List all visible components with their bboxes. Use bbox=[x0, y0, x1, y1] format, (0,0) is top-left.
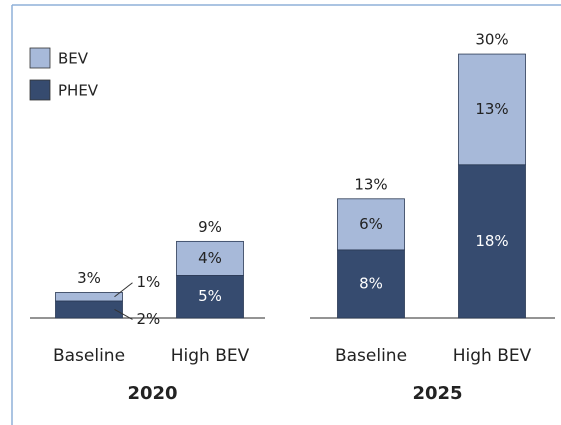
total-label: 13% bbox=[354, 175, 387, 193]
segment-label: 18% bbox=[475, 232, 508, 250]
category-label: High BEV bbox=[453, 346, 532, 366]
bar-segment bbox=[55, 300, 123, 319]
leader-line bbox=[114, 309, 133, 320]
category-label: Baseline bbox=[53, 346, 125, 366]
total-label: 3% bbox=[77, 269, 101, 287]
legend-swatch bbox=[29, 47, 51, 69]
bar-segment bbox=[337, 198, 405, 251]
total-label: 9% bbox=[198, 218, 222, 236]
segment-label: 13% bbox=[475, 100, 508, 118]
group-label: 2020 bbox=[127, 383, 177, 404]
bar-segment bbox=[55, 292, 123, 302]
bar-segment bbox=[458, 53, 526, 166]
bar-segment bbox=[176, 275, 244, 319]
segment-label: 4% bbox=[198, 249, 222, 267]
segment-label: 2% bbox=[137, 310, 161, 328]
bar-segment bbox=[176, 240, 244, 276]
segment-label: 8% bbox=[359, 274, 383, 292]
legend-label: BEV bbox=[58, 50, 89, 68]
group-label: 2025 bbox=[412, 383, 462, 404]
category-label: High BEV bbox=[171, 346, 250, 366]
segment-label: 5% bbox=[198, 287, 222, 305]
category-label: Baseline bbox=[335, 346, 407, 366]
segment-label: 1% bbox=[137, 273, 161, 291]
legend-swatch bbox=[29, 79, 51, 101]
leader-line bbox=[114, 282, 133, 298]
total-label: 30% bbox=[475, 31, 508, 49]
legend-label: PHEV bbox=[58, 82, 99, 100]
segment-label: 6% bbox=[359, 215, 383, 233]
